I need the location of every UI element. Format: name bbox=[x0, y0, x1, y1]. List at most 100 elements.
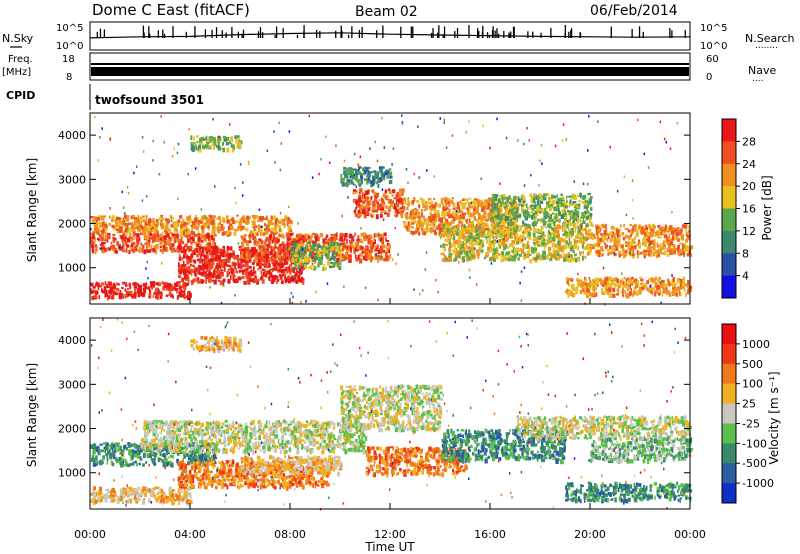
freq-band bbox=[91, 67, 689, 76]
range-cell bbox=[363, 194, 366, 199]
range-cell bbox=[212, 215, 215, 220]
range-cell bbox=[503, 223, 506, 228]
range-cell bbox=[176, 247, 179, 250]
range-cell bbox=[231, 148, 234, 153]
range-cell bbox=[261, 219, 264, 222]
range-cell bbox=[124, 240, 127, 245]
range-cell bbox=[370, 249, 373, 253]
range-cell bbox=[426, 201, 430, 204]
range-cell bbox=[141, 292, 145, 296]
range-cell bbox=[594, 277, 599, 281]
range-cell bbox=[372, 200, 375, 205]
range-cell bbox=[164, 226, 168, 232]
range-cell bbox=[611, 280, 615, 286]
range-cell bbox=[222, 217, 225, 221]
range-cell bbox=[683, 242, 687, 246]
range-cell bbox=[298, 263, 302, 267]
range-cell bbox=[303, 247, 307, 251]
range-cell bbox=[103, 286, 107, 291]
range-cell bbox=[478, 213, 481, 218]
range-cell bbox=[198, 267, 200, 271]
range-cell bbox=[500, 213, 503, 217]
range-cell bbox=[477, 200, 481, 204]
range-cell bbox=[537, 231, 541, 234]
range-cell bbox=[174, 282, 179, 287]
range-cell bbox=[398, 207, 401, 212]
range-cell bbox=[350, 241, 354, 244]
range-cell bbox=[686, 284, 690, 288]
range-cell bbox=[511, 228, 515, 233]
range-cell bbox=[118, 295, 122, 299]
range-cell bbox=[350, 249, 352, 254]
range-cell bbox=[481, 208, 484, 213]
range-cell bbox=[417, 227, 419, 231]
range-cell bbox=[157, 294, 160, 300]
range-cell bbox=[245, 251, 249, 255]
range-cell bbox=[223, 253, 228, 258]
range-cell bbox=[650, 228, 654, 233]
range-cell bbox=[199, 218, 202, 221]
range-cell bbox=[181, 247, 184, 252]
range-cell bbox=[234, 278, 238, 284]
range-cell bbox=[471, 251, 475, 255]
range-cell bbox=[476, 202, 480, 208]
range-cell bbox=[467, 198, 469, 203]
range-cell bbox=[409, 210, 413, 216]
range-cell bbox=[377, 257, 379, 262]
range-cell bbox=[582, 214, 587, 219]
range-cell bbox=[353, 209, 357, 213]
range-cell bbox=[218, 139, 222, 143]
range-cell bbox=[574, 253, 578, 256]
range-cell bbox=[523, 253, 527, 257]
range-cell bbox=[230, 246, 233, 251]
range-cell bbox=[376, 193, 379, 197]
range-cell bbox=[211, 142, 214, 146]
range-cell bbox=[615, 239, 617, 243]
range-cell bbox=[429, 223, 431, 226]
range-cell bbox=[383, 257, 386, 262]
range-cell bbox=[289, 232, 293, 237]
range-cell bbox=[664, 224, 667, 229]
range-cell bbox=[657, 232, 660, 236]
range-cell bbox=[124, 217, 127, 221]
range-cell bbox=[245, 275, 249, 279]
range-cell bbox=[574, 235, 577, 240]
range-cell bbox=[532, 225, 536, 228]
range-cell bbox=[680, 233, 683, 238]
range-cell bbox=[286, 240, 289, 244]
range-cell bbox=[273, 259, 276, 263]
range-cell bbox=[605, 232, 608, 236]
range-cell bbox=[487, 202, 491, 205]
range-cell bbox=[561, 249, 564, 254]
range-cell bbox=[596, 226, 599, 230]
range-cell bbox=[468, 256, 471, 261]
range-cell bbox=[557, 248, 561, 252]
range-cell bbox=[198, 250, 202, 256]
range-cell bbox=[309, 248, 314, 252]
range-cell bbox=[617, 283, 622, 288]
range-cell bbox=[226, 245, 229, 251]
range-cell bbox=[251, 224, 255, 227]
range-cell bbox=[112, 236, 115, 241]
range-cell bbox=[307, 247, 310, 252]
range-cell bbox=[380, 213, 383, 218]
range-cell bbox=[119, 292, 122, 298]
range-cell bbox=[624, 249, 628, 254]
range-cell bbox=[579, 192, 582, 197]
range-cell bbox=[178, 240, 180, 245]
range-cell bbox=[247, 219, 250, 225]
range-cell bbox=[283, 244, 286, 247]
range-cell bbox=[444, 217, 446, 220]
range-cell bbox=[245, 280, 249, 284]
range-cell bbox=[222, 250, 226, 255]
range-cell bbox=[613, 234, 616, 238]
range-cell bbox=[481, 231, 485, 236]
range-cell bbox=[140, 242, 143, 246]
range-cell bbox=[300, 266, 304, 271]
range-cell bbox=[667, 246, 671, 250]
range-cell bbox=[286, 242, 289, 246]
range-cell bbox=[423, 219, 426, 225]
range-cell bbox=[444, 224, 448, 230]
range-cell bbox=[474, 242, 479, 246]
